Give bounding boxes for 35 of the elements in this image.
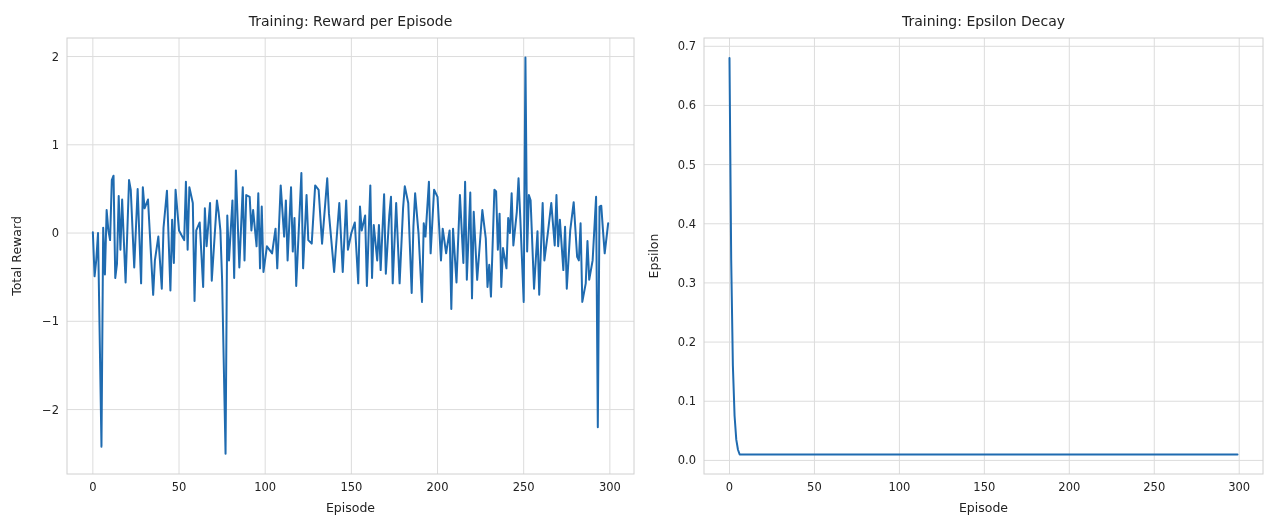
x-tick-label: 250 xyxy=(512,480,535,494)
line-series xyxy=(91,56,610,455)
x-tick-label: 300 xyxy=(598,480,621,494)
y-tick-label: 0.5 xyxy=(677,157,696,172)
x-tick-label: 0 xyxy=(89,480,97,494)
y-tick-label: 0.3 xyxy=(677,275,696,290)
y-axis-title: Total Reward xyxy=(9,216,24,297)
x-axis-title: Episode xyxy=(958,500,1009,515)
x-tick-label: 150 xyxy=(340,480,363,494)
x-tick-label: 50 xyxy=(807,480,822,494)
y-tick-label: −2 xyxy=(42,402,59,417)
chart-title: Training: Epsilon Decay xyxy=(900,13,1066,29)
y-tick-label: 0.0 xyxy=(677,453,696,468)
y-tick-label: 0 xyxy=(51,226,59,241)
y-tick-label: 0.6 xyxy=(677,98,696,113)
x-tick-label: 250 xyxy=(1143,480,1166,494)
x-tick-label: 200 xyxy=(426,480,449,494)
chart-title: Training: Reward per Episode xyxy=(247,13,453,29)
x-tick-label: 200 xyxy=(1058,480,1081,494)
y-tick-label: 0.7 xyxy=(677,39,696,54)
line-series xyxy=(728,57,1239,456)
y-tick-label: 0.4 xyxy=(677,216,696,231)
x-tick-label: 150 xyxy=(973,480,996,494)
x-tick-label: 100 xyxy=(254,480,277,494)
x-tick-label: 300 xyxy=(1228,480,1251,494)
y-tick-label: 1 xyxy=(51,137,59,152)
x-tick-label: 0 xyxy=(725,480,734,494)
y-tick-label: 0.1 xyxy=(677,394,696,409)
y-tick-label: 2 xyxy=(51,49,59,64)
x-tick-label: 50 xyxy=(171,480,187,494)
x-tick-label: 100 xyxy=(888,480,911,494)
x-axis-title: Episode xyxy=(325,500,376,515)
y-axis-title: Epsilon xyxy=(646,233,661,279)
y-tick-label: −1 xyxy=(42,314,59,329)
y-tick-label: 0.2 xyxy=(677,335,696,350)
